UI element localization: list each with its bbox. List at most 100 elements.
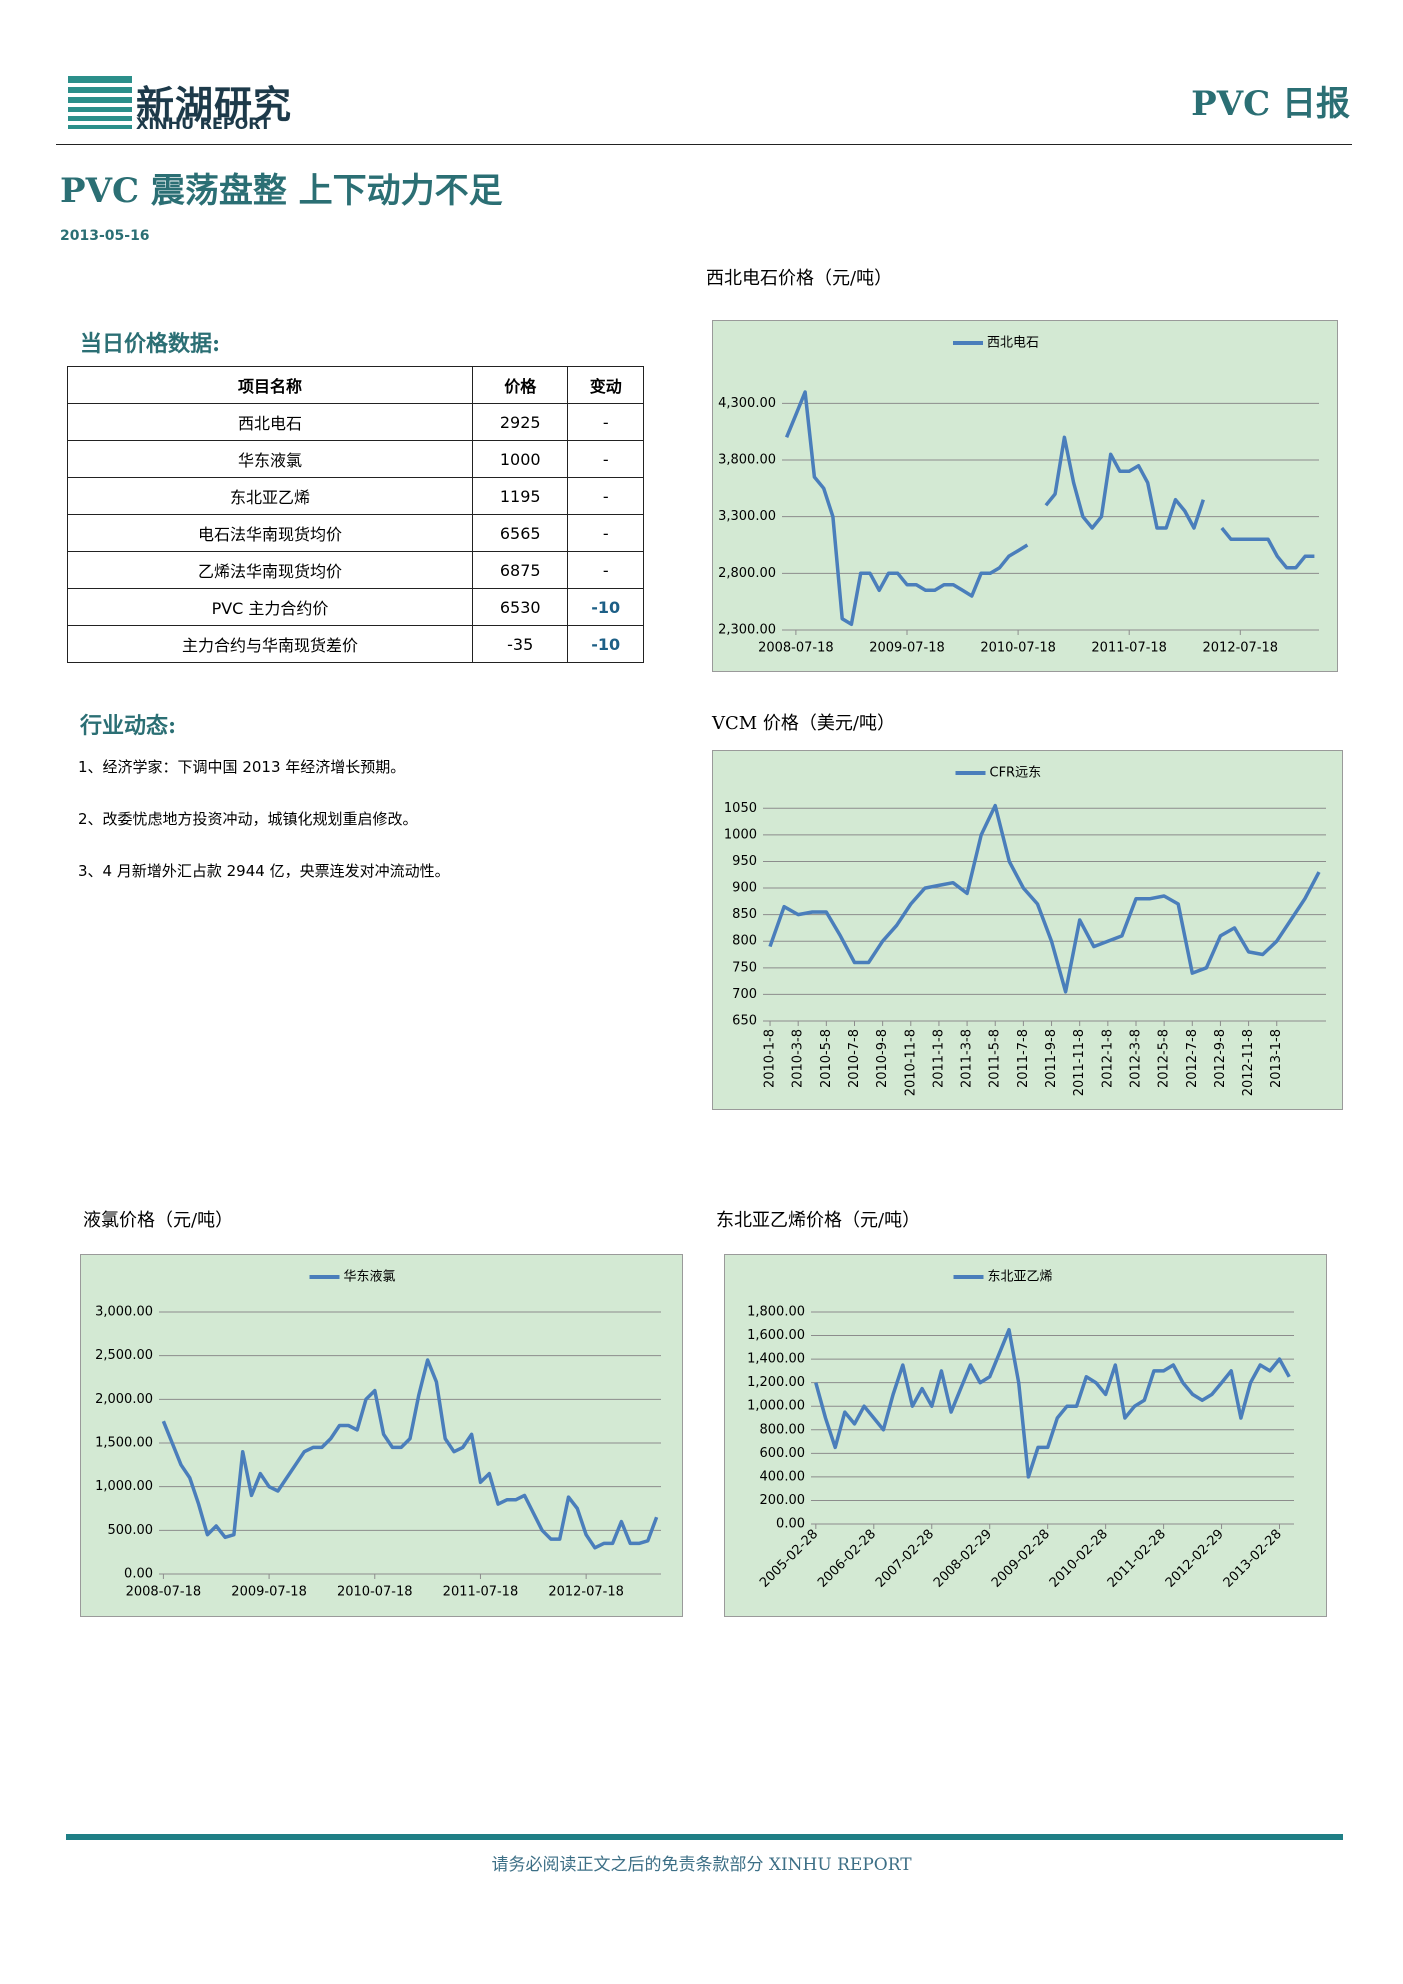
y-tick-label: 2,000.00 [95,1392,153,1407]
x-tick-label: 2010-07-18 [980,641,1056,656]
x-tick-label: 2011-11-8 [1072,1029,1087,1096]
chart-title: 西北电石价格（元/吨） [706,268,893,289]
logo-text: 新湖研究 [136,83,293,127]
y-tick-label: 750 [732,960,757,975]
data-line [814,1327,1291,1479]
y-tick-label: 850 [732,907,757,922]
data-line [784,390,1315,627]
table-cell: 乙烯法华南现货均价 [67,551,473,589]
table-row: 西北电石 2925- [67,403,644,441]
table-cell: 6565 [471,514,569,552]
x-tick-label: 2010-3-8 [791,1029,806,1088]
y-tick-label: 950 [732,854,757,869]
chart-title: 东北亚乙烯价格（元/吨） [716,1210,921,1231]
x-tick-label: 2008-07-18 [758,641,834,656]
x-tick-label: 2009-07-18 [231,1585,307,1600]
table-cell: 华东液氯 [67,440,473,478]
data-line [161,1358,659,1550]
chart-background [80,1254,683,1617]
y-tick-label: 650 [732,1014,757,1029]
x-tick-label: 2011-07-18 [1091,641,1167,656]
table-cell: 2925 [471,403,569,441]
y-tick-label: 1,500.00 [95,1436,153,1451]
table-cell: 6875 [471,551,569,589]
news-item: 3、4 月新增外汇占款 2944 亿，央票连发对冲流动性。 [78,862,450,880]
table-row: 主力合约与华南现货差价 -35 -10 [67,625,644,663]
x-tick-label: 2011-1-8 [931,1029,946,1088]
table-cell: -10 [567,588,644,626]
x-tick-label: 2012-07-18 [548,1585,624,1600]
main-title: PVC 震荡盘整 上下动力不足 [60,171,503,211]
table-cell: - [567,403,644,441]
x-tick-label: 2012-9-8 [1213,1029,1228,1088]
chart: 0.00 500.00 1,000.00 1,500.00 2,000.00 2,500.… [80,1254,683,1617]
column-header: 价格 [471,366,569,404]
table-row: 华东液氯 1000- [67,440,644,478]
y-tick-label: 200.00 [760,1493,806,1508]
y-tick-label: 2,500.00 [95,1348,153,1363]
logo-mark [68,76,132,129]
table-cell: - [567,477,644,515]
table-cell: 6530 [471,588,569,626]
x-tick-label: 2011-3-8 [960,1029,975,1088]
table-cell: 西北电石 [67,403,473,441]
news-item: 1、经济学家：下调中国 2013 年经济增长预期。 [78,758,406,776]
report-name: PVC 日报 [1191,84,1350,124]
x-tick-label: 2012-1-8 [1100,1029,1115,1088]
x-tick-label: 2011-7-8 [1016,1029,1031,1088]
x-tick-label: 2011-5-8 [988,1029,1003,1088]
chart: 2,300.00 2,800.00 3,300.00 3,800.00 4,300.00… [712,320,1338,672]
y-tick-label: 1050 [724,801,757,816]
table-cell: -35 [471,625,569,663]
table-cell: 电石法华南现货均价 [67,514,473,552]
footer-brand: XINHU REPORT [768,1855,912,1875]
chart-title: 液氯价格（元/吨） [83,1210,234,1231]
table-cell: PVC 主力合约价 [67,588,473,626]
x-tick-label: 2009-07-18 [869,641,945,656]
y-tick-label: 600.00 [760,1446,806,1461]
table-row: 电石法华南现货均价 6565- [67,514,644,552]
x-tick-label: 2012-7-8 [1185,1029,1200,1088]
x-tick-label: 2013-1-8 [1269,1029,1284,1088]
y-tick-label: 900 [732,881,757,896]
table-row: 东北亚乙烯 1195- [67,477,644,515]
table-header: 项目名称 价格 变动 [67,366,644,404]
table-cell: - [567,551,644,589]
legend-label: 西北电石 [987,336,1039,351]
x-tick-label: 2010-07-18 [337,1585,413,1600]
column-header: 变动 [567,366,644,404]
x-tick-label: 2010-5-8 [819,1029,834,1088]
section-heading: 当日价格数据: [80,331,221,357]
x-tick-label: 2008-07-18 [126,1585,202,1600]
data-line [768,803,1321,994]
x-tick-label: 2012-11-8 [1241,1029,1256,1096]
y-tick-label: 700 [732,987,757,1002]
table-cell: 东北亚乙烯 [67,477,473,515]
y-tick-label: 3,300.00 [718,509,776,524]
table-cell: - [567,440,644,478]
section-heading: 行业动态: [80,713,177,739]
y-tick-label: 400.00 [760,1469,806,1484]
y-tick-label: 0.00 [776,1517,805,1532]
table-cell: - [567,514,644,552]
y-tick-label: 1,400.00 [747,1352,805,1367]
table-body: 西北电石 2925- 华东液氯 1000- 东北亚乙烯 1195- 电石法华南现货均价 656… [67,403,644,663]
y-tick-label: 1,800.00 [747,1305,805,1320]
header-rule [56,144,1352,145]
footer-text: 请务必阅读正文之后的免责条款部分 XINHU REPORT [491,1855,912,1875]
logo-subtext: XINHU REPORT [136,114,271,133]
y-tick-label: 500.00 [108,1523,154,1538]
y-tick-label: 1,000.00 [747,1399,805,1414]
x-tick-label: 2012-07-18 [1203,641,1279,656]
y-tick-label: 3,800.00 [718,453,776,468]
x-tick-label: 2012-5-8 [1157,1029,1172,1088]
y-tick-label: 800.00 [760,1422,806,1437]
date: 2013-05-16 [60,228,150,244]
table-cell: 1195 [471,477,569,515]
chart: 0.00 200.00 400.00 600.00 800.00 1,000.00 1,20… [724,1254,1327,1617]
y-tick-label: 2,800.00 [718,566,776,581]
table-row: 乙烯法华南现货均价 6875- [67,551,644,589]
y-tick-label: 0.00 [124,1567,153,1582]
x-tick-label: 2011-07-18 [443,1585,519,1600]
legend-label: CFR远东 [990,766,1042,781]
